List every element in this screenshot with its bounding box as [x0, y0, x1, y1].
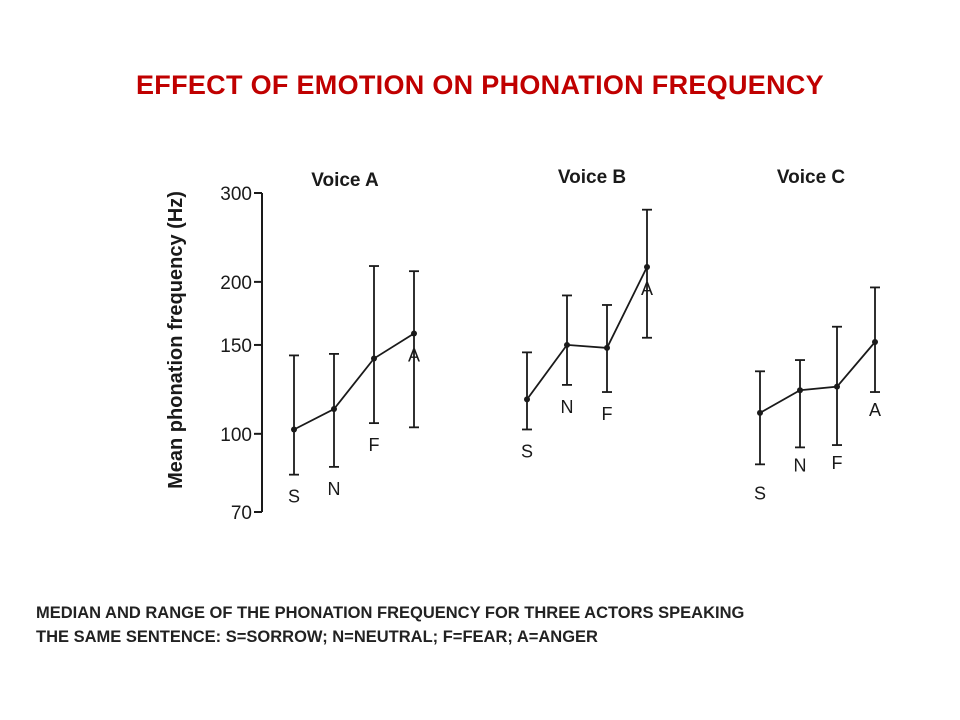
- category-label: F: [369, 435, 380, 455]
- median-point: [524, 396, 530, 403]
- median-point: [331, 405, 337, 412]
- caption-line: MEDIAN AND RANGE OF THE PHONATION FREQUE…: [36, 604, 745, 622]
- median-point: [834, 383, 840, 390]
- category-label: S: [288, 487, 300, 507]
- category-label: F: [602, 404, 613, 424]
- voice-panel: Voice A S N F A: [288, 170, 420, 507]
- category-label: S: [521, 441, 533, 461]
- category-label: S: [754, 483, 766, 503]
- series-label: Voice C: [777, 167, 846, 188]
- y-axis: 70 100 150 200 300: [220, 184, 263, 524]
- caption-line: THE SAME SENTENCE: S=SORROW; N=NEUTRAL; …: [36, 628, 598, 646]
- median-line: [759, 341, 876, 414]
- y-tick-label: 70: [231, 503, 252, 524]
- voice-panel: Voice B S N F A: [521, 167, 653, 461]
- category-label: F: [832, 453, 843, 473]
- median-point: [291, 426, 297, 433]
- median-point: [872, 339, 878, 346]
- category-label: A: [641, 279, 653, 299]
- series-label: Voice A: [311, 170, 379, 191]
- category-label: A: [869, 400, 881, 420]
- y-tick-label: 100: [220, 425, 252, 446]
- median-point: [757, 409, 763, 416]
- y-tick-label: 150: [220, 336, 252, 357]
- category-label: N: [794, 455, 807, 475]
- median-point: [564, 341, 570, 348]
- median-point: [411, 330, 417, 337]
- category-label: N: [328, 479, 341, 499]
- y-tick-label: 300: [220, 184, 252, 205]
- median-line: [526, 266, 648, 400]
- median-point: [371, 355, 377, 362]
- slide-title: EFFECT OF EMOTION ON PHONATION FREQUENCY: [135, 70, 824, 100]
- y-tick-label: 200: [220, 273, 252, 294]
- figure-caption: MEDIAN AND RANGE OF THE PHONATION FREQUE…: [36, 601, 936, 649]
- category-label: N: [561, 397, 574, 417]
- category-label: A: [408, 346, 420, 366]
- series-label: Voice B: [558, 167, 626, 188]
- median-point: [604, 344, 610, 351]
- median-point: [644, 264, 650, 271]
- median-point: [797, 387, 803, 394]
- voice-panel: Voice C S N F A: [754, 167, 881, 503]
- median-line: [293, 332, 415, 431]
- chart-panels: Voice A S N F A Voice B S N F A Voice C S N F A: [288, 167, 881, 507]
- y-axis-label: Mean phonation frequency (Hz): [165, 191, 187, 489]
